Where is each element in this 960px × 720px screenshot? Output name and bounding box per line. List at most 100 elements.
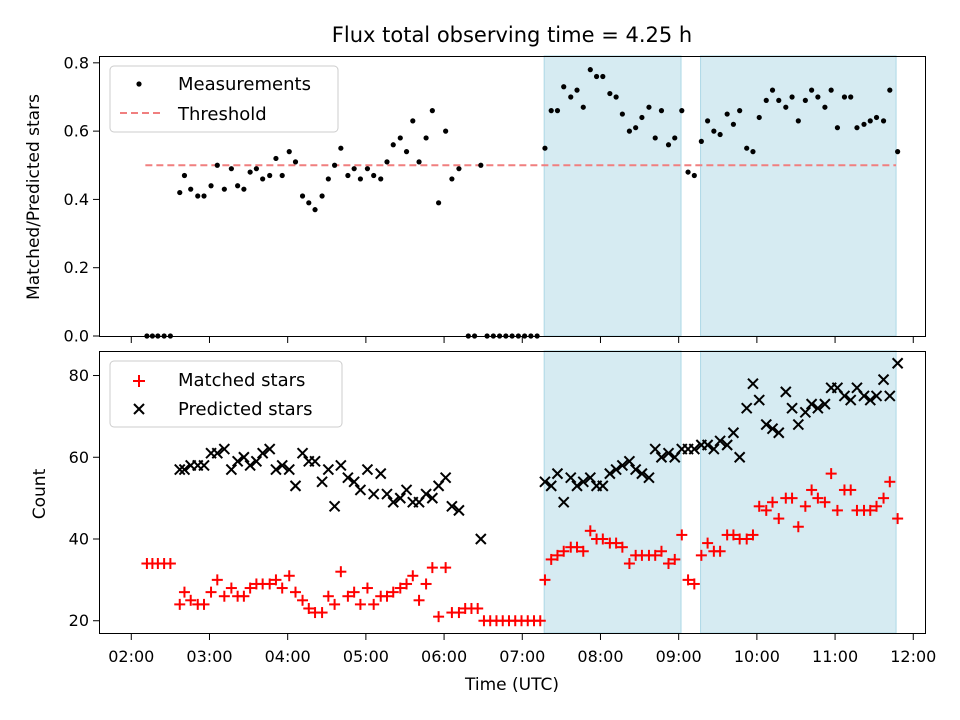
y-tick-label: 0.8 <box>64 53 89 72</box>
matched-star-point <box>361 582 373 594</box>
measurement-point <box>776 97 782 103</box>
predicted-star-point <box>178 463 191 476</box>
predicted-star-point <box>884 390 896 402</box>
predicted-star-point <box>296 447 309 459</box>
matched-star-point <box>244 582 256 594</box>
matched-star-point <box>695 549 707 561</box>
matched-star-point <box>368 598 380 610</box>
measurement-point <box>364 166 371 172</box>
predicted-star-point <box>655 451 668 463</box>
y-tick-label: 60 <box>69 448 89 467</box>
legend-threshold-label: Threshold <box>177 104 267 125</box>
y-tick-label: 0.0 <box>64 327 89 346</box>
measurement-point <box>214 162 220 168</box>
predicted-star-point <box>891 357 904 369</box>
measurement-point <box>456 166 462 172</box>
matched-star-point <box>348 586 360 598</box>
matched-star-point <box>663 558 675 570</box>
measurement-point <box>292 159 299 165</box>
predicted-star-point <box>714 435 726 447</box>
matched-star-point <box>688 578 700 590</box>
y-tick-label: 20 <box>69 611 89 630</box>
y-tick-label: 0.2 <box>64 258 89 277</box>
shaded-interval <box>700 55 897 337</box>
matched-star-point <box>270 574 282 586</box>
shaded-intervals-top <box>543 55 897 337</box>
predicted-star-point <box>361 463 374 476</box>
matched-star-point <box>407 570 419 582</box>
predicted-stars-points <box>174 357 904 545</box>
predicted-star-point <box>819 398 831 410</box>
matched-star-point <box>714 545 726 557</box>
measurement-point <box>769 87 776 93</box>
matched-star-point <box>283 570 295 582</box>
matched-star-point <box>760 504 772 516</box>
matched-star-point <box>335 566 347 578</box>
measurement-point <box>378 176 384 182</box>
matched-star-point <box>322 590 334 602</box>
predicted-star-point <box>270 463 282 476</box>
predicted-star-point <box>446 500 458 513</box>
matched-star-point <box>702 537 714 549</box>
measurement-point <box>887 87 893 93</box>
measurement-point <box>397 135 403 141</box>
predicted-star-point <box>805 398 818 410</box>
x-tick-label: 05:00 <box>343 647 389 666</box>
matched-star-point <box>806 484 818 496</box>
measurement-point <box>345 172 351 179</box>
measurement-point <box>652 135 658 141</box>
matched-star-point <box>426 562 438 574</box>
shaded-interval <box>543 55 682 337</box>
predicted-star-point <box>238 451 250 463</box>
predicted-star-point <box>367 488 380 500</box>
measurement-point <box>724 111 730 117</box>
measurement-point <box>319 193 325 199</box>
measurement-point <box>235 183 241 189</box>
measurement-point <box>861 121 867 127</box>
matched-stars-points <box>141 468 904 627</box>
measurement-point <box>658 108 665 114</box>
shaded-intervals-bottom <box>543 350 897 634</box>
predicted-star-point <box>643 471 655 484</box>
matched-star-point <box>878 492 890 504</box>
chart-title: Flux total observing time = 4.25 h <box>332 23 692 47</box>
predicted-star-point <box>727 427 740 439</box>
measurement-point <box>646 104 652 110</box>
matched-star-point <box>178 586 190 598</box>
predicted-star-point <box>662 447 675 459</box>
predicted-star-point <box>688 443 701 455</box>
predicted-star-point <box>584 471 597 484</box>
x-tick-label: 04:00 <box>265 647 311 666</box>
predicted-star-point <box>604 467 616 480</box>
measurement-point <box>587 67 593 73</box>
matched-star-point <box>819 496 831 508</box>
predicted-star-point <box>545 480 557 492</box>
predicted-star-point <box>453 504 465 517</box>
legend-matched-label: Matched stars <box>178 370 305 391</box>
predicted-star-point <box>708 443 720 455</box>
matched-star-point <box>649 549 661 561</box>
matched-star-point <box>682 574 694 586</box>
matched-star-point <box>727 529 739 541</box>
measurement-point <box>260 176 266 182</box>
matched-star-point <box>394 582 406 594</box>
measurement-point <box>449 176 455 182</box>
measurement-point <box>822 104 828 110</box>
measurement-point <box>403 149 410 155</box>
matched-star-point <box>225 582 237 594</box>
measurement-point <box>357 176 364 182</box>
measurement-point <box>416 159 422 165</box>
predicted-star-point <box>283 463 295 476</box>
matched-star-point <box>381 590 393 602</box>
bottom-ticks: 20 40 60 80 <box>69 366 100 630</box>
measurement-point <box>834 125 841 131</box>
predicted-star-point <box>316 476 328 488</box>
predicted-star-point <box>342 471 354 484</box>
measurement-point <box>568 94 574 100</box>
matched-star-point <box>534 615 546 627</box>
legend-predicted-marker <box>133 403 145 415</box>
measurement-point <box>410 118 416 124</box>
matched-star-point <box>387 586 399 598</box>
predicted-star-point <box>747 377 759 390</box>
top-y-axis-label: Matched/Predicted stars <box>24 94 44 300</box>
